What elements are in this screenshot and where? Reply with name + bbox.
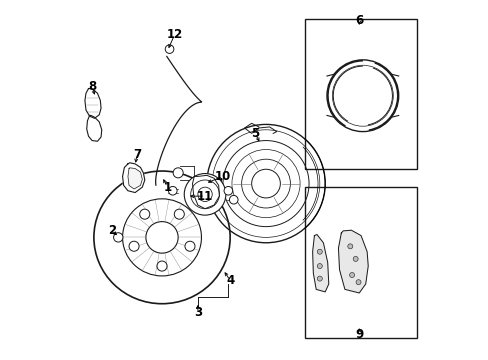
FancyArrowPatch shape <box>357 21 360 24</box>
Circle shape <box>317 276 322 281</box>
Bar <box>305 19 416 169</box>
Circle shape <box>347 244 352 249</box>
FancyArrowPatch shape <box>163 180 166 185</box>
FancyArrowPatch shape <box>196 306 199 310</box>
Text: 5: 5 <box>251 127 259 140</box>
Circle shape <box>352 256 357 261</box>
Circle shape <box>251 169 280 198</box>
Circle shape <box>317 264 322 269</box>
Circle shape <box>113 233 122 242</box>
Circle shape <box>198 187 212 202</box>
Circle shape <box>174 209 184 219</box>
Text: 4: 4 <box>225 274 234 287</box>
Circle shape <box>165 45 174 53</box>
Circle shape <box>355 280 360 285</box>
FancyArrowPatch shape <box>208 177 220 183</box>
Circle shape <box>184 241 195 251</box>
Polygon shape <box>85 89 101 118</box>
Polygon shape <box>338 230 367 293</box>
Circle shape <box>224 186 232 195</box>
FancyArrowPatch shape <box>190 195 202 198</box>
FancyArrowPatch shape <box>357 329 360 332</box>
Ellipse shape <box>145 222 178 253</box>
Circle shape <box>349 273 354 278</box>
Circle shape <box>129 241 139 251</box>
Text: 12: 12 <box>166 28 183 41</box>
Circle shape <box>140 209 149 219</box>
Text: 6: 6 <box>354 14 363 27</box>
Polygon shape <box>86 116 102 141</box>
FancyArrowPatch shape <box>92 89 95 94</box>
Polygon shape <box>192 175 219 209</box>
FancyArrowPatch shape <box>256 136 259 141</box>
Text: 3: 3 <box>193 306 202 319</box>
Text: 2: 2 <box>107 224 116 237</box>
Circle shape <box>173 168 183 178</box>
Circle shape <box>229 195 238 204</box>
Text: 9: 9 <box>354 328 363 341</box>
FancyArrowPatch shape <box>113 232 116 235</box>
Text: 11: 11 <box>197 190 213 203</box>
FancyArrowPatch shape <box>168 37 173 48</box>
Circle shape <box>157 261 167 271</box>
Circle shape <box>168 186 177 195</box>
Polygon shape <box>312 234 328 292</box>
Circle shape <box>332 65 392 126</box>
FancyArrowPatch shape <box>224 273 228 278</box>
Text: 8: 8 <box>88 80 96 93</box>
FancyArrowPatch shape <box>135 158 137 162</box>
Circle shape <box>184 174 225 215</box>
Circle shape <box>317 249 322 254</box>
Text: 10: 10 <box>214 170 231 183</box>
Text: 7: 7 <box>133 148 141 161</box>
Polygon shape <box>122 163 144 193</box>
Text: 1: 1 <box>163 181 171 194</box>
Polygon shape <box>128 168 142 189</box>
Bar <box>305 187 416 338</box>
